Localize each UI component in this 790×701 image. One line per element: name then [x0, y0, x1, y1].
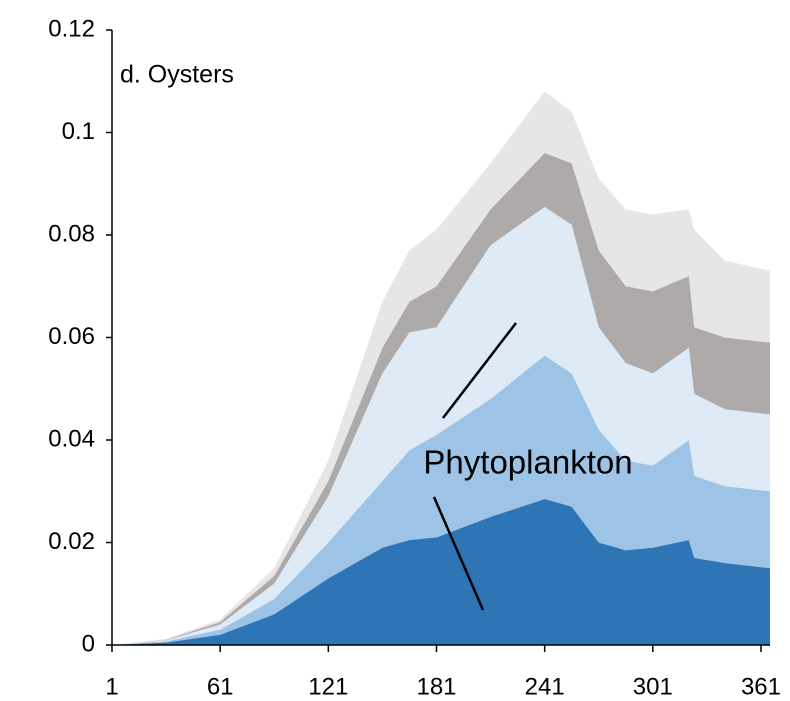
annotation-pointer — [432, 496, 485, 611]
y-tick-label: 0.08 — [48, 220, 95, 247]
x-tick-label: 61 — [207, 673, 234, 700]
y-tick-label: 0 — [82, 630, 95, 657]
area — [112, 153, 770, 645]
y-tick-label: 0.1 — [62, 118, 95, 145]
y-tick-label: 0.02 — [48, 528, 95, 555]
area — [112, 355, 770, 645]
x-tick-label: 241 — [525, 673, 565, 700]
annotation: Phytoplankton — [423, 444, 632, 481]
x-tick-label: 1 — [105, 673, 118, 700]
y-tick-label: 0.12 — [48, 15, 95, 42]
panel-title: d. Oysters — [120, 61, 234, 89]
area — [112, 91, 770, 645]
annotation-pointer — [442, 322, 517, 419]
area — [112, 206, 770, 645]
area — [112, 498, 770, 645]
x-tick-label: 301 — [633, 673, 673, 700]
x-tick-label: 361 — [741, 673, 781, 700]
x-tick-label: 121 — [308, 673, 348, 700]
y-tick-label: 0.06 — [48, 323, 95, 350]
x-tick-label: 181 — [416, 673, 456, 700]
y-tick-label: 0.04 — [48, 425, 95, 452]
